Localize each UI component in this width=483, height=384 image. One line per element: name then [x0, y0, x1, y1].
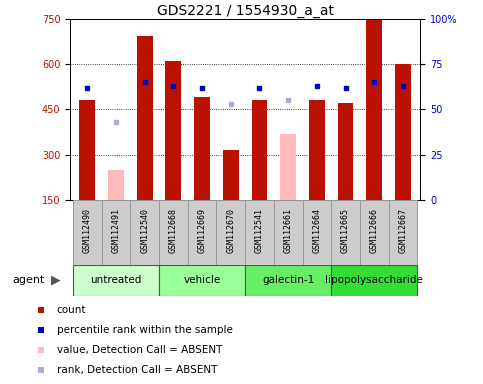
Text: GSM112491: GSM112491 — [112, 207, 120, 253]
Bar — [274, 200, 302, 265]
Text: percentile rank within the sample: percentile rank within the sample — [57, 325, 232, 335]
Bar — [331, 265, 417, 296]
Bar — [79, 101, 95, 200]
Text: GSM112668: GSM112668 — [169, 207, 178, 253]
Bar — [309, 101, 325, 200]
Bar — [73, 265, 159, 296]
Text: GSM112666: GSM112666 — [370, 207, 379, 253]
Bar — [223, 150, 239, 200]
Bar — [395, 65, 411, 200]
Text: ▶: ▶ — [51, 274, 60, 287]
Text: GSM112541: GSM112541 — [255, 207, 264, 253]
Bar — [159, 200, 188, 265]
Text: vehicle: vehicle — [184, 275, 221, 285]
Bar — [130, 200, 159, 265]
Bar — [108, 170, 124, 200]
Text: GSM112665: GSM112665 — [341, 207, 350, 253]
Text: GSM112540: GSM112540 — [140, 207, 149, 253]
Text: agent: agent — [12, 275, 44, 285]
Bar — [331, 200, 360, 265]
Bar — [360, 200, 389, 265]
Bar — [73, 200, 101, 265]
Bar — [389, 200, 417, 265]
Text: GSM112661: GSM112661 — [284, 207, 293, 253]
Bar — [245, 200, 274, 265]
Text: GSM112669: GSM112669 — [198, 207, 207, 253]
Text: galectin-1: galectin-1 — [262, 275, 314, 285]
Text: count: count — [57, 305, 86, 314]
Title: GDS2221 / 1554930_a_at: GDS2221 / 1554930_a_at — [156, 4, 334, 18]
Bar — [194, 98, 210, 200]
Bar — [367, 19, 382, 200]
Text: lipopolysaccharide: lipopolysaccharide — [326, 275, 423, 285]
Text: GSM112490: GSM112490 — [83, 207, 92, 253]
Bar — [338, 103, 354, 200]
Bar — [166, 61, 181, 200]
Bar — [302, 200, 331, 265]
Bar — [188, 200, 216, 265]
Bar — [216, 200, 245, 265]
Bar — [159, 265, 245, 296]
Bar — [137, 36, 153, 200]
Bar — [245, 265, 331, 296]
Text: GSM112670: GSM112670 — [226, 207, 235, 253]
Text: GSM112664: GSM112664 — [313, 207, 321, 253]
Text: untreated: untreated — [90, 275, 142, 285]
Text: GSM112667: GSM112667 — [398, 207, 408, 253]
Bar — [101, 200, 130, 265]
Text: rank, Detection Call = ABSENT: rank, Detection Call = ABSENT — [57, 365, 217, 375]
Text: value, Detection Call = ABSENT: value, Detection Call = ABSENT — [57, 345, 222, 355]
Bar — [252, 101, 268, 200]
Bar — [280, 134, 296, 200]
